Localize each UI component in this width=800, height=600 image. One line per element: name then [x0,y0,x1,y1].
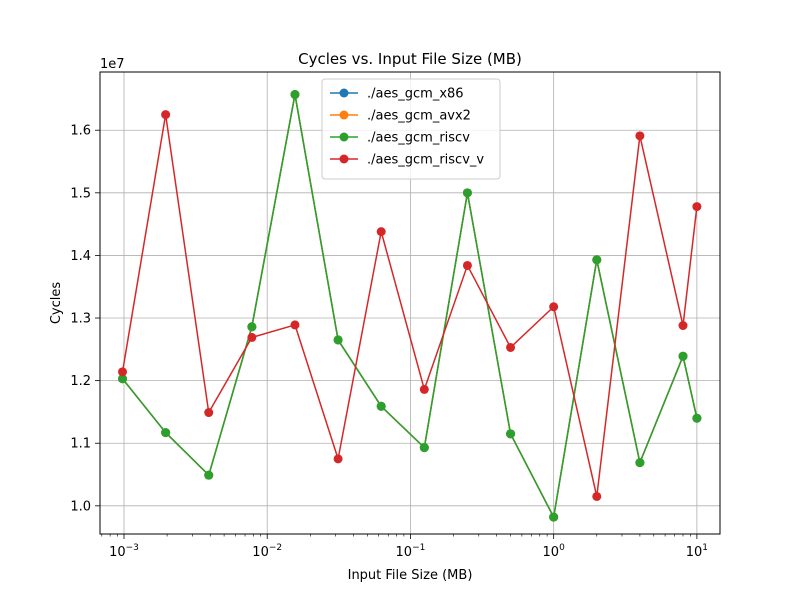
data-point [678,321,688,331]
series-4 [118,110,702,501]
y-offset-label: 1e7 [100,57,125,72]
data-point [290,320,300,330]
legend-marker [339,110,349,120]
legend-label: ./aes_gcm_riscv [367,131,470,146]
y-tick-label: 1.2 [70,374,91,389]
legend-marker [339,154,349,164]
x-tick-label: 10−1 [396,543,426,560]
data-point [678,351,688,361]
data-point [161,428,171,438]
legend-label: ./aes_gcm_riscv_v [367,153,484,168]
legend-item: ./aes_gcm_riscv_v [330,153,484,168]
chart-title: Cycles vs. Input File Size (MB) [298,50,522,68]
x-tick-label: 10−2 [252,543,282,560]
x-axis: 10−3 10−2 10−1 100 101 [101,534,708,560]
data-point [506,429,516,439]
data-point [592,491,602,501]
data-point [333,454,343,464]
data-point [247,322,257,332]
data-point [592,255,602,265]
data-point [635,131,645,141]
data-point [376,401,386,411]
x-tick-label: 101 [686,543,708,560]
data-point [692,413,702,423]
legend-marker [339,88,349,98]
data-point [419,443,429,453]
legend-marker [339,132,349,142]
legend-item: ./aes_gcm_x86 [330,87,464,102]
data-point [290,90,300,100]
data-point [376,227,386,237]
y-tick-label: 1.3 [70,312,91,327]
data-point [419,384,429,394]
x-axis-label: Input File Size (MB) [348,568,473,583]
y-tick-label: 1.5 [70,186,91,201]
data-point [549,302,559,312]
legend: ./aes_gcm_x86 ./aes_gcm_avx2 ./aes_gcm_ris… [321,78,501,180]
y-tick-label: 1.1 [70,437,91,452]
data-point [204,408,214,418]
legend-item: ./aes_gcm_avx2 [330,109,471,124]
series-layer [118,90,702,522]
plot-frame [99,71,721,535]
data-point [462,260,472,270]
series-3 [118,90,702,522]
legend-box [321,78,501,180]
data-point [692,202,702,212]
x-tick-label: 100 [543,543,566,560]
legend-label: ./aes_gcm_avx2 [367,109,471,124]
data-point [161,110,171,120]
y-tick-label: 1.0 [70,499,91,514]
y-axis-label: Cycles [49,282,64,325]
y-tick-label: 1.6 [70,124,91,139]
data-point [333,335,343,345]
data-point [118,374,128,384]
data-point [549,512,559,522]
data-point [635,458,645,468]
data-point [506,342,516,352]
legend-item: ./aes_gcm_riscv [330,131,470,146]
y-axis: 1.0 1.1 1.2 1.3 1.4 1.5 1.6 [70,124,100,514]
data-point [204,470,214,480]
y-tick-label: 1.4 [70,249,91,264]
data-point [247,332,257,342]
x-tick-label: 10−3 [109,543,139,560]
data-point [462,188,472,198]
data-point [118,367,128,377]
legend-label: ./aes_gcm_x86 [367,87,464,102]
